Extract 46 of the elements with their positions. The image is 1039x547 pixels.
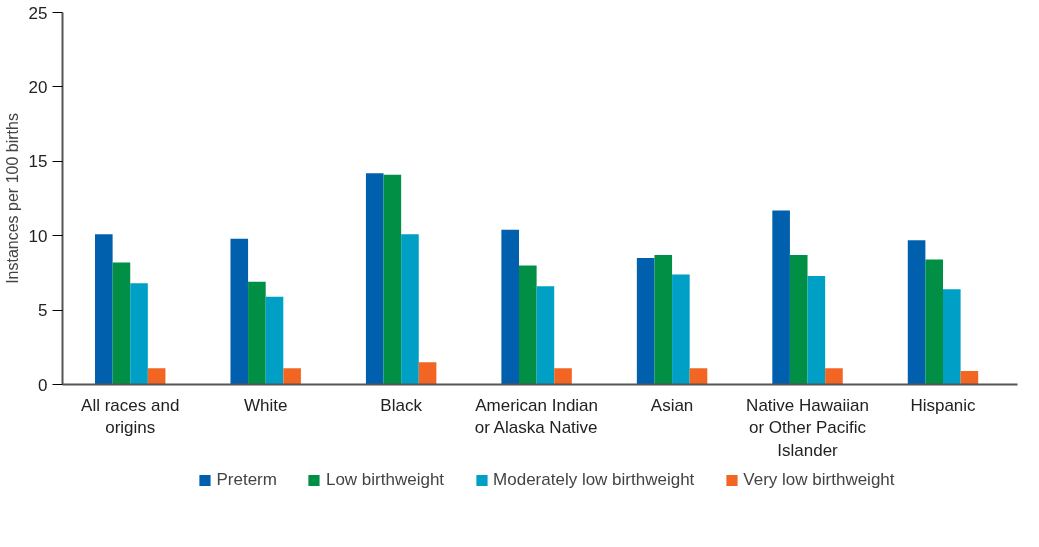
bar bbox=[130, 283, 148, 385]
x-tick-label: American Indian or Alaska Native bbox=[474, 395, 599, 438]
bar bbox=[230, 238, 249, 385]
bar bbox=[147, 368, 166, 385]
y-axis-title: Instances per 100 births bbox=[3, 113, 21, 284]
bar bbox=[907, 240, 926, 385]
x-tick-label: Asian bbox=[650, 395, 694, 415]
y-tick-label: 0 bbox=[38, 375, 48, 395]
legend-label: Very low birthweight bbox=[743, 470, 895, 490]
bar bbox=[265, 296, 284, 385]
x-tick-label: Native Hawaiian or Other Pacific Islander bbox=[746, 395, 869, 461]
bar bbox=[501, 229, 519, 385]
bar bbox=[383, 174, 402, 385]
x-tick-label: All races and origins bbox=[81, 395, 180, 438]
bar bbox=[925, 259, 943, 385]
bar bbox=[401, 234, 419, 385]
y-tick-label: 5 bbox=[38, 301, 48, 321]
bar bbox=[689, 368, 708, 385]
bar bbox=[112, 262, 131, 385]
bar bbox=[248, 281, 266, 385]
y-tick-label: 10 bbox=[28, 226, 48, 246]
legend-label: Preterm bbox=[216, 470, 277, 490]
y-tick-label: 20 bbox=[28, 77, 48, 97]
bar bbox=[554, 368, 572, 385]
y-tick-label: 25 bbox=[28, 3, 48, 23]
bar bbox=[672, 274, 690, 385]
bar bbox=[636, 258, 655, 385]
bar bbox=[825, 368, 843, 385]
y-tick-label: 15 bbox=[28, 152, 48, 172]
x-tick-label: Black bbox=[380, 395, 423, 415]
bar bbox=[943, 289, 961, 385]
bar bbox=[519, 265, 537, 385]
bar bbox=[536, 286, 555, 385]
bar bbox=[654, 255, 673, 385]
bar bbox=[807, 275, 826, 385]
bar bbox=[95, 234, 113, 385]
bar bbox=[365, 173, 384, 385]
bar bbox=[789, 255, 808, 385]
x-tick-label: Hispanic bbox=[910, 395, 977, 415]
bar bbox=[418, 362, 437, 385]
bar bbox=[772, 210, 790, 385]
x-tick-label: White bbox=[243, 395, 288, 415]
bar bbox=[960, 371, 979, 385]
legend-label: Low birthweight bbox=[325, 470, 445, 490]
bar bbox=[283, 368, 301, 385]
legend-label: Moderately low birthweight bbox=[493, 470, 695, 490]
